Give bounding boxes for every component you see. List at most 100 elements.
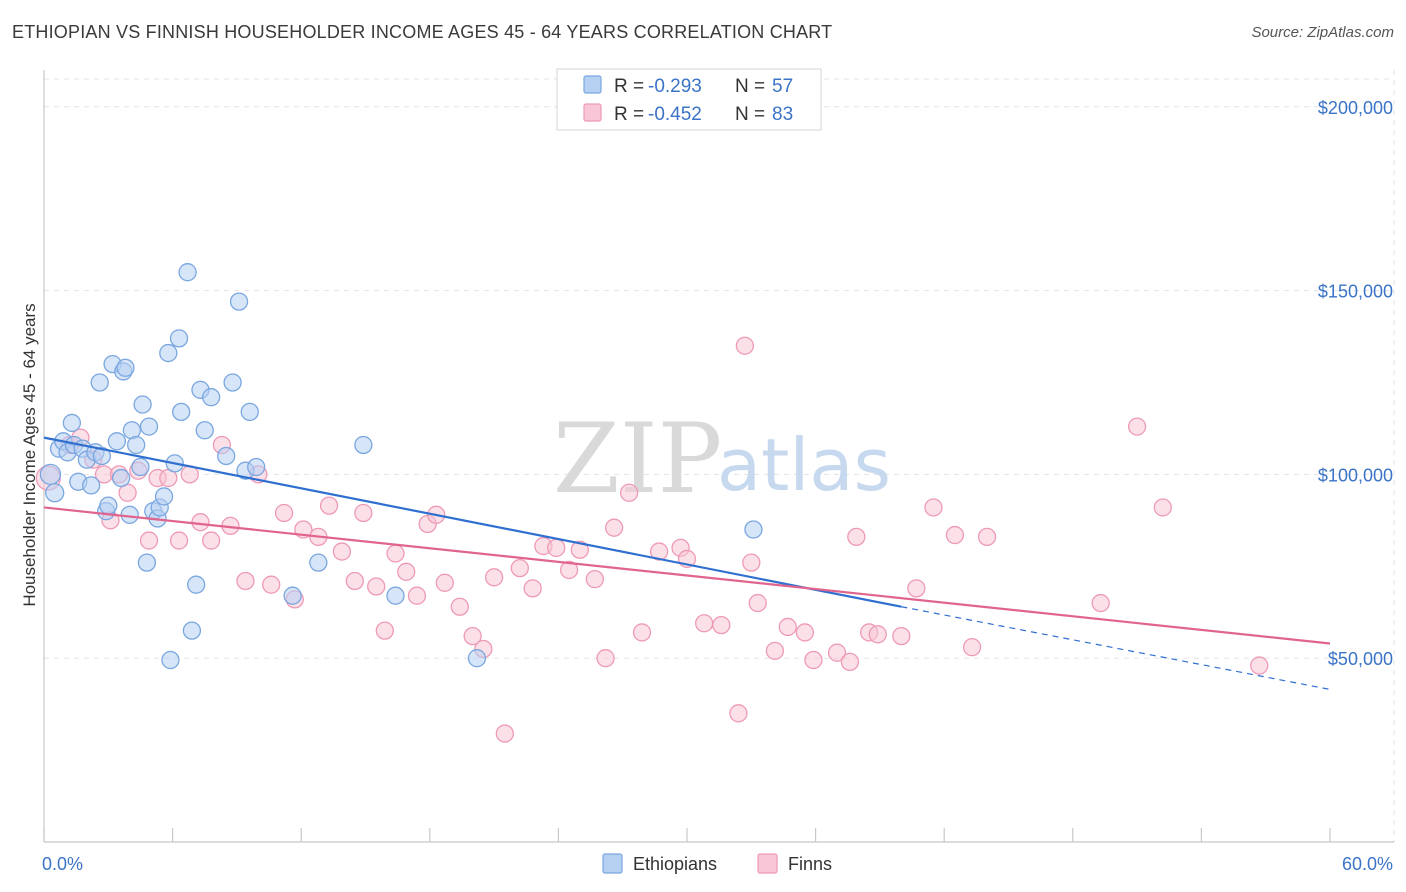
point-finns-14 — [191, 513, 210, 532]
x-tick-labels: 0.0% 60.0% — [42, 854, 1393, 874]
point-finns-67 — [840, 652, 860, 672]
point-ethiopians-10 — [82, 476, 101, 495]
point-ethiopians-47 — [240, 402, 259, 422]
point-finns-72 — [907, 579, 926, 598]
chart-source: Source: ZipAtlas.com — [1251, 24, 1394, 41]
point-finns-45 — [547, 538, 566, 558]
watermark-atlas: atlas — [717, 423, 891, 507]
point-finns-52 — [632, 623, 652, 642]
point-finns-41 — [495, 724, 514, 743]
point-finns-68 — [847, 527, 866, 547]
point-ethiopians-50 — [309, 553, 328, 572]
legend-n-label-ethiopians: N = — [735, 76, 765, 97]
point-ethiopians-1 — [45, 483, 65, 503]
data-points — [35, 263, 1269, 743]
point-finns-32 — [397, 562, 416, 581]
point-finns-47 — [570, 540, 589, 559]
point-finns-48 — [585, 570, 604, 589]
point-finns-31 — [386, 544, 405, 563]
point-finns-37 — [450, 597, 469, 616]
legend-swatch-ethiopians — [583, 75, 602, 94]
trend-lines — [43, 436, 1331, 691]
watermark: ZIP atlas — [553, 403, 891, 515]
bottom-legend: Ethiopians Finns — [602, 853, 832, 874]
y-tick-labels: $50,000 $100,000 $150,000 $200,000 — [1318, 98, 1393, 669]
point-finns-36 — [435, 573, 454, 592]
axes — [43, 70, 1394, 843]
point-ethiopians-42 — [202, 388, 221, 407]
point-finns-25 — [319, 496, 339, 515]
legend-swatch-finns — [583, 103, 602, 122]
point-finns-65 — [804, 650, 823, 670]
point-finns-33 — [407, 586, 427, 605]
point-finns-63 — [778, 617, 797, 637]
point-finns-74 — [945, 525, 965, 545]
bottom-legend-swatch-ethiopians — [602, 853, 623, 874]
point-ethiopians-13 — [92, 446, 112, 466]
trend-line-ethiopians — [43, 436, 902, 608]
y-tick-label-0: $50,000 — [1328, 649, 1393, 669]
point-finns-12 — [169, 531, 189, 550]
point-ethiopians-26 — [137, 553, 157, 572]
point-finns-29 — [367, 577, 386, 596]
point-ethiopians-15 — [99, 496, 118, 515]
y-tick-label-2: $150,000 — [1318, 282, 1393, 302]
point-ethiopians-27 — [139, 417, 159, 436]
grid-lines — [44, 70, 1395, 842]
point-finns-27 — [345, 571, 364, 591]
point-ethiopians-38 — [182, 621, 202, 640]
x-tick-label-1: 60.0% — [1342, 854, 1393, 874]
point-finns-62 — [765, 641, 785, 660]
point-finns-46 — [559, 560, 579, 580]
point-ethiopians-24 — [131, 457, 150, 477]
point-ethiopians-44 — [223, 373, 242, 392]
point-finns-18 — [236, 571, 255, 591]
y-tick-label-3: $200,000 — [1318, 98, 1393, 118]
point-ethiopians-12 — [90, 373, 109, 392]
legend-r-label-ethiopians: R = — [614, 76, 644, 97]
point-ethiopians-39 — [187, 575, 206, 594]
point-ethiopians-20 — [116, 358, 135, 377]
point-ethiopians-5 — [62, 413, 82, 433]
point-finns-38 — [463, 626, 482, 646]
point-finns-58 — [729, 704, 748, 723]
point-finns-80 — [1250, 656, 1269, 675]
point-finns-28 — [354, 503, 373, 523]
point-finns-42 — [510, 558, 529, 578]
point-ethiopians-33 — [161, 650, 180, 670]
point-ethiopians-48 — [247, 457, 266, 477]
point-finns-26 — [332, 542, 352, 561]
point-finns-56 — [694, 614, 714, 633]
point-finns-73 — [924, 498, 943, 517]
point-finns-20 — [262, 575, 281, 594]
point-ethiopians-18 — [112, 468, 131, 488]
point-finns-40 — [484, 568, 504, 587]
legend-r-value-ethiopians: -0.293 — [648, 76, 702, 97]
point-finns-70 — [868, 625, 887, 644]
point-finns-51 — [619, 483, 639, 502]
legend-n-value-finns: 83 — [772, 104, 793, 125]
point-ethiopians-49 — [283, 586, 302, 605]
point-ethiopians-41 — [195, 421, 214, 440]
point-ethiopians-54 — [744, 520, 763, 539]
legend-n-value-ethiopians: 57 — [772, 76, 793, 97]
trend-line-finns — [43, 506, 1331, 645]
chart-title: ETHIOPIAN VS FINNISH HOUSEHOLDER INCOME … — [12, 22, 833, 42]
point-ethiopians-37 — [178, 263, 197, 282]
point-finns-61 — [748, 593, 767, 613]
point-finns-60 — [742, 553, 761, 572]
point-finns-59 — [735, 336, 755, 355]
legend-r-label-finns: R = — [614, 104, 644, 125]
bottom-legend-label-ethiopians: Ethiopians — [633, 854, 717, 874]
point-ethiopians-32 — [159, 343, 178, 363]
watermark-zip: ZIP — [553, 403, 722, 515]
legend-r-value-finns: -0.452 — [648, 104, 702, 125]
y-tick-label-1: $100,000 — [1318, 465, 1393, 485]
point-ethiopians-45 — [229, 292, 249, 311]
point-finns-53 — [649, 542, 669, 561]
point-ethiopians-36 — [172, 402, 191, 422]
bottom-legend-swatch-finns — [757, 853, 778, 874]
point-finns-43 — [523, 579, 542, 598]
